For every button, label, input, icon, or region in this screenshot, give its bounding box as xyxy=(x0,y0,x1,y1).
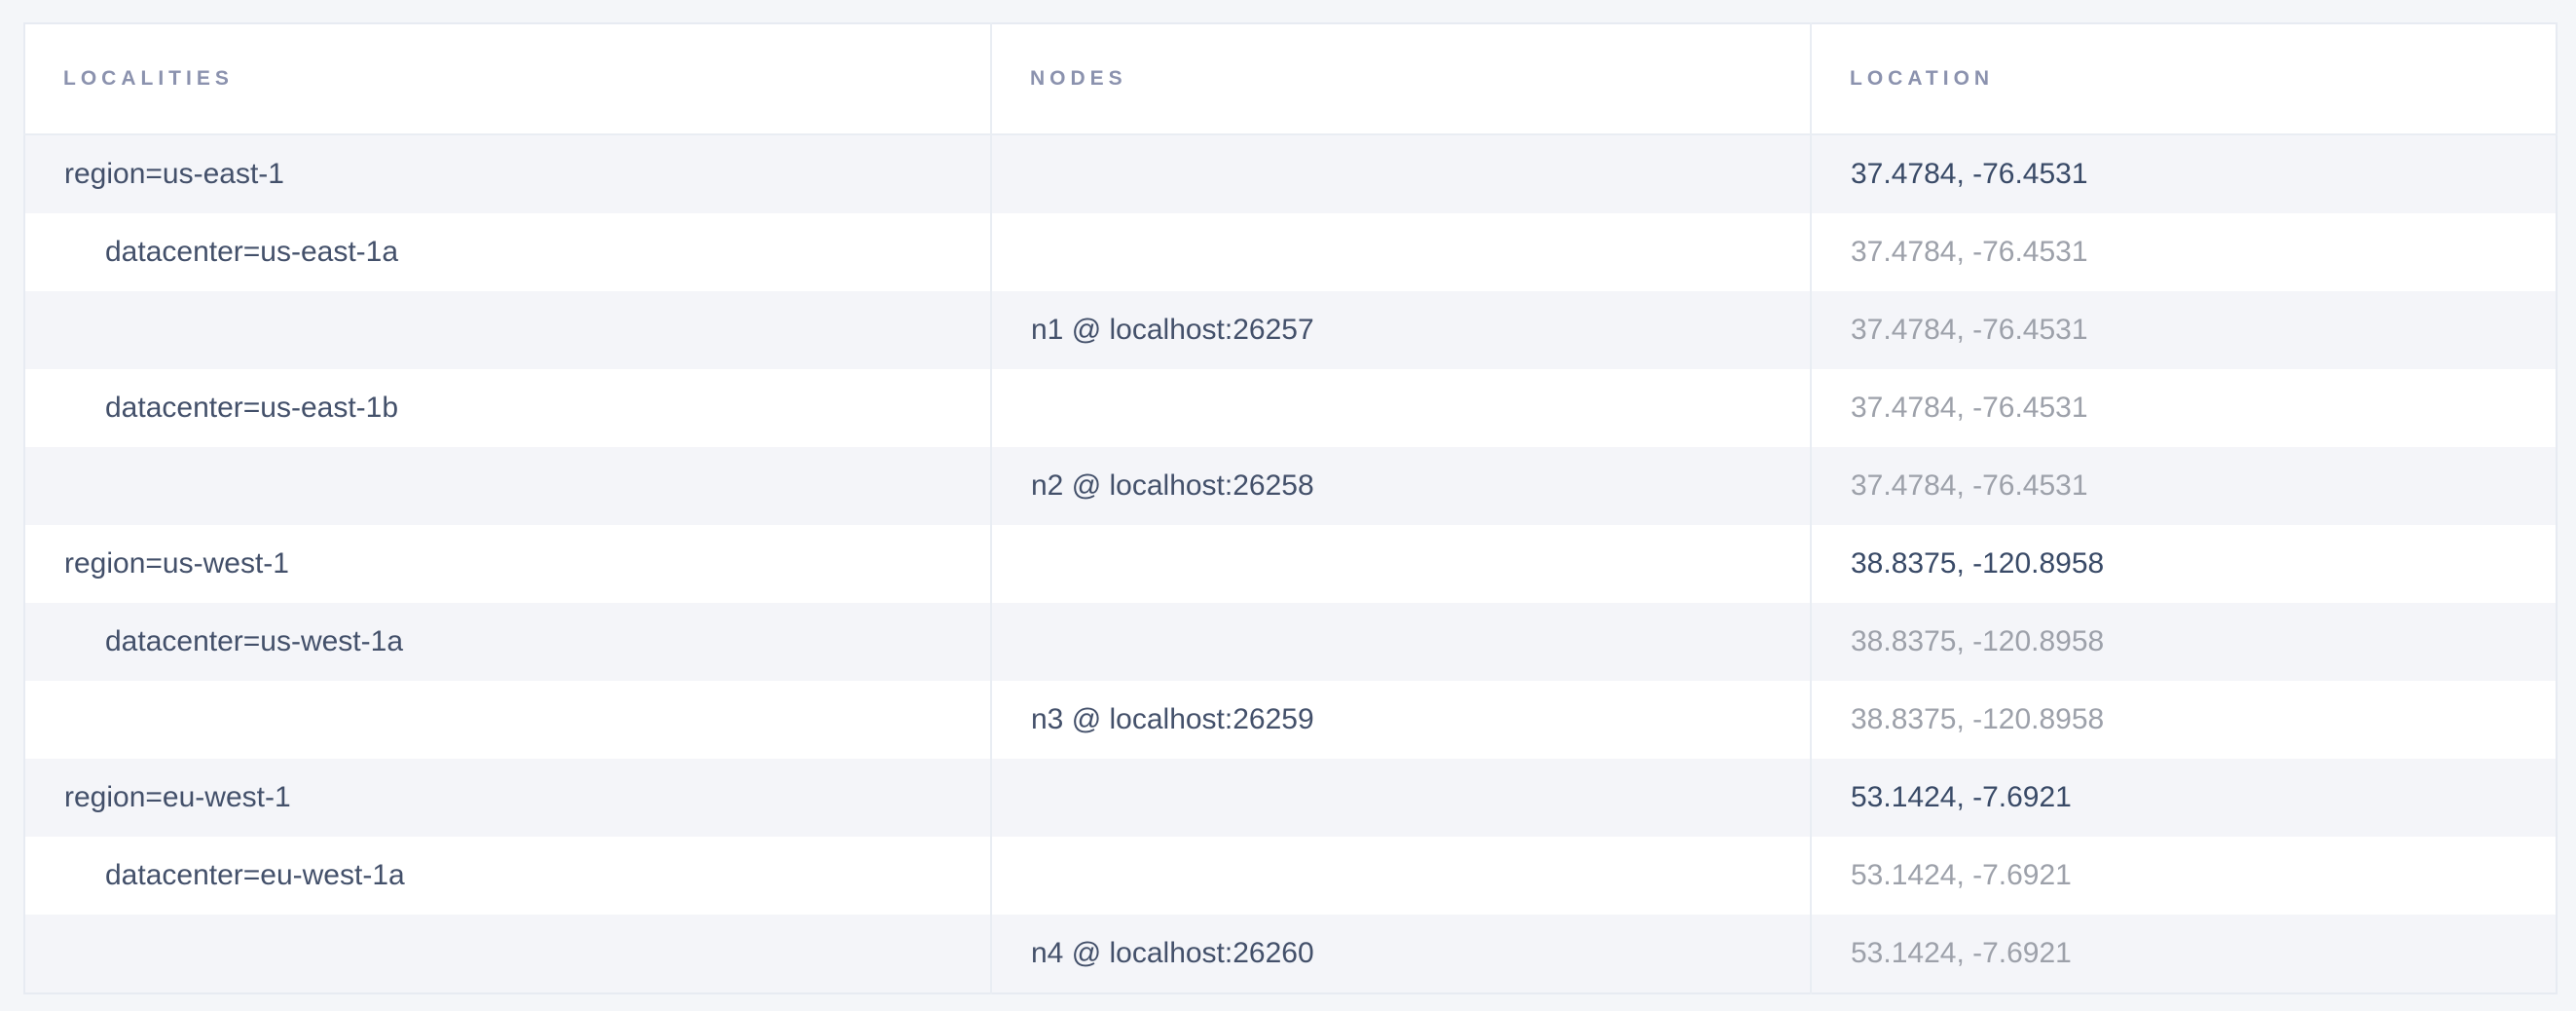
table-row: datacenter=us-west-1a 38.8375, -120.8958 xyxy=(24,603,2557,681)
table-row: datacenter=eu-west-1a 53.1424, -7.6921 xyxy=(24,837,2557,915)
location-cell: 38.8375, -120.8958 xyxy=(1810,681,2557,759)
locality-cell: datacenter=us-west-1a xyxy=(105,625,404,657)
node-cell: n3 @ localhost:26259 xyxy=(990,681,1811,759)
location-cell: 37.4784, -76.4531 xyxy=(1810,213,2557,291)
localities-table-body: region=us-east-1 37.4784, -76.4531 datacen… xyxy=(24,134,2557,993)
table-row: datacenter=us-east-1a 37.4784, -76.4531 xyxy=(24,213,2557,291)
locality-cell: datacenter=us-east-1b xyxy=(105,392,399,424)
node-cell xyxy=(990,837,1811,915)
table-row: region=us-west-1 38.8375, -120.8958 xyxy=(24,525,2557,603)
locality-cell xyxy=(24,291,991,369)
locality-cell: region=us-east-1 xyxy=(64,158,284,190)
locality-cell: region=us-west-1 xyxy=(64,547,289,580)
location-cell: 53.1424, -7.6921 xyxy=(1810,759,2557,837)
table-header: LOCALITIES NODES LOCATION xyxy=(24,23,2557,135)
location-cell: 37.4784, -76.4531 xyxy=(1810,134,2557,213)
locality-cell xyxy=(24,915,991,993)
table-row: datacenter=us-east-1b 37.4784, -76.4531 xyxy=(24,369,2557,447)
node-cell: n4 @ localhost:26260 xyxy=(990,915,1811,993)
column-header-location: LOCATION xyxy=(1810,23,2557,135)
location-cell: 38.8375, -120.8958 xyxy=(1810,525,2557,603)
table-row: region=us-east-1 37.4784, -76.4531 xyxy=(24,134,2557,213)
locality-cell: region=eu-west-1 xyxy=(64,781,291,813)
table-row: n2 @ localhost:26258 37.4784, -76.4531 xyxy=(24,447,2557,525)
node-cell: n1 @ localhost:26257 xyxy=(990,291,1811,369)
location-cell: 37.4784, -76.4531 xyxy=(1810,291,2557,369)
locality-cell: datacenter=us-east-1a xyxy=(105,236,399,268)
node-cell xyxy=(990,369,1811,447)
table-row: n3 @ localhost:26259 38.8375, -120.8958 xyxy=(24,681,2557,759)
column-header-nodes: NODES xyxy=(990,23,1811,135)
header-row: LOCALITIES NODES LOCATION xyxy=(24,23,2557,135)
table-row: n1 @ localhost:26257 37.4784, -76.4531 xyxy=(24,291,2557,369)
table-row: region=eu-west-1 53.1424, -7.6921 xyxy=(24,759,2557,837)
locality-cell xyxy=(24,447,991,525)
node-cell xyxy=(990,134,1811,213)
node-cell xyxy=(990,603,1811,681)
location-cell: 38.8375, -120.8958 xyxy=(1810,603,2557,681)
node-cell xyxy=(990,759,1811,837)
location-cell: 37.4784, -76.4531 xyxy=(1810,447,2557,525)
node-cell: n2 @ localhost:26258 xyxy=(990,447,1811,525)
column-header-localities: LOCALITIES xyxy=(24,23,991,135)
node-cell xyxy=(990,213,1811,291)
locality-cell: datacenter=eu-west-1a xyxy=(105,859,405,891)
localities-table: LOCALITIES NODES LOCATION region=us-east… xyxy=(23,22,2558,994)
location-cell: 53.1424, -7.6921 xyxy=(1810,915,2557,993)
table-row: n4 @ localhost:26260 53.1424, -7.6921 xyxy=(24,915,2557,993)
locality-cell xyxy=(24,681,991,759)
location-cell: 53.1424, -7.6921 xyxy=(1810,837,2557,915)
node-cell xyxy=(990,525,1811,603)
location-cell: 37.4784, -76.4531 xyxy=(1810,369,2557,447)
